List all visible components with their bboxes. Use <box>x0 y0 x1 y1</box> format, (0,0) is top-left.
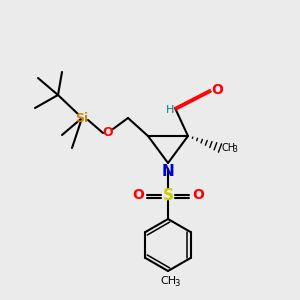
Text: O: O <box>211 83 223 97</box>
Text: O: O <box>132 188 144 202</box>
Text: 3: 3 <box>174 278 180 287</box>
Text: O: O <box>192 188 204 202</box>
Text: CH: CH <box>160 276 176 286</box>
Text: Si: Si <box>75 112 88 124</box>
Text: H: H <box>166 105 174 115</box>
Text: 3: 3 <box>232 146 237 154</box>
Text: N: N <box>162 164 174 178</box>
Text: O: O <box>103 125 113 139</box>
Text: S: S <box>163 188 173 202</box>
Text: CH: CH <box>222 143 236 153</box>
